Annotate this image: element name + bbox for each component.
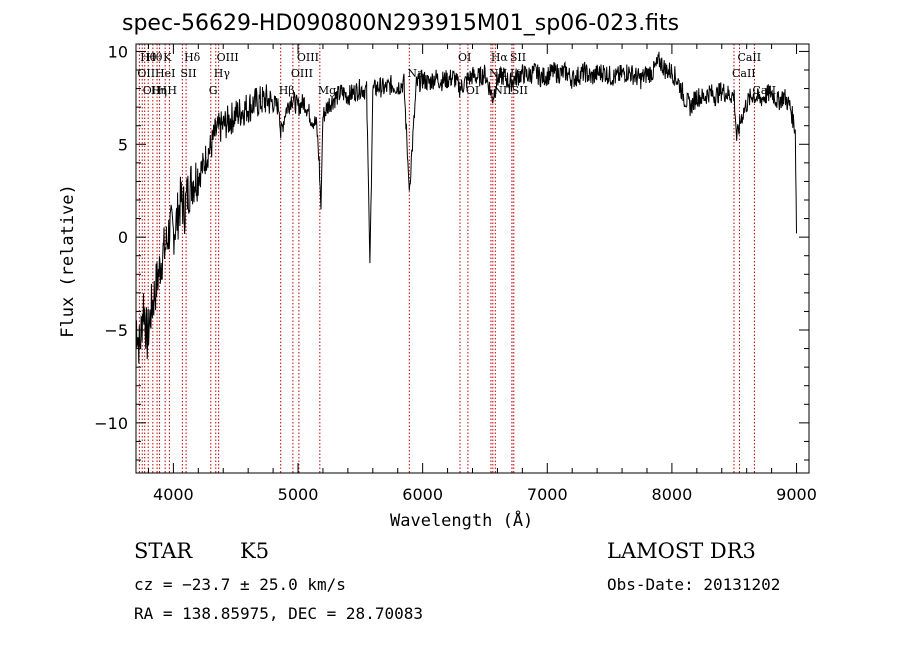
axis-ticks	[136, 44, 809, 473]
y-tick-label: 5	[118, 135, 128, 154]
line-marker-label: OII	[143, 84, 161, 97]
line-marker-label: Hα	[491, 51, 509, 64]
line-marker-label: CaII	[737, 51, 761, 64]
y-tick-label: −10	[94, 414, 128, 433]
y-axis-label: Flux (relative)	[58, 184, 78, 338]
redshift-info: cz = −23.7 ± 25.0 km/s	[134, 575, 346, 594]
line-marker-label: SII	[510, 51, 526, 64]
x-tick-label: 8000	[652, 485, 693, 504]
axis-tick-labels: 4000 5000 6000 7000 8000 9000 −10 −5 0 5 10	[94, 42, 817, 504]
flux-series-line	[135, 51, 797, 364]
x-tick-label: 4000	[153, 485, 194, 504]
line-marker-label: OII	[137, 67, 155, 80]
line-marker-label: OIII	[217, 51, 239, 64]
line-marker-label: G	[209, 84, 218, 97]
line-marker-label: OIII	[297, 51, 319, 64]
observation-date: Obs-Date: 20131202	[607, 575, 781, 594]
line-marker-label: Hβ	[279, 84, 295, 97]
line-marker-label: Hθ	[140, 51, 157, 64]
object-class: STAR	[134, 539, 193, 563]
line-marker-label: SII	[180, 67, 196, 80]
x-tick-label: 9000	[776, 485, 817, 504]
x-tick-label: 5000	[278, 485, 319, 504]
line-marker-label: OI	[458, 51, 471, 64]
line-marker-label: OI	[466, 84, 479, 97]
line-marker-label: SII	[512, 84, 528, 97]
chart-title: spec-56629-HD090800N293915M01_sp06-023.f…	[122, 11, 680, 36]
line-marker-label: Hθ	[146, 51, 163, 64]
object-subclass: K5	[240, 539, 270, 563]
line-markers	[138, 44, 755, 473]
line-marker-label: H	[167, 84, 177, 97]
line-marker-label: H	[158, 84, 168, 97]
x-tick-label: 6000	[402, 485, 443, 504]
y-tick-label: 10	[108, 42, 128, 61]
line-marker-label: Mg	[318, 84, 336, 97]
x-tick-label: 7000	[527, 485, 568, 504]
line-marker-labels: OIIHθOIIHθHηHeIHKHSIIHδGHγOIIIHβOIIIOIII…	[137, 51, 776, 97]
line-marker-label: HeI	[155, 67, 175, 80]
line-marker-label: Hδ	[184, 51, 201, 64]
y-tick-label: 0	[118, 228, 128, 247]
survey-name: LAMOST DR3	[607, 539, 756, 563]
line-marker-label: CaII	[732, 67, 756, 80]
y-tick-label: −5	[104, 321, 128, 340]
line-marker-label: OIII	[291, 67, 313, 80]
coordinates-info: RA = 138.85975, DEC = 28.70083	[134, 604, 423, 623]
line-marker-label: Hη	[151, 84, 167, 97]
line-marker-label: Hγ	[214, 67, 231, 80]
x-axis-label: Wavelength (Å)	[390, 511, 534, 531]
line-marker-label: K	[163, 51, 172, 64]
